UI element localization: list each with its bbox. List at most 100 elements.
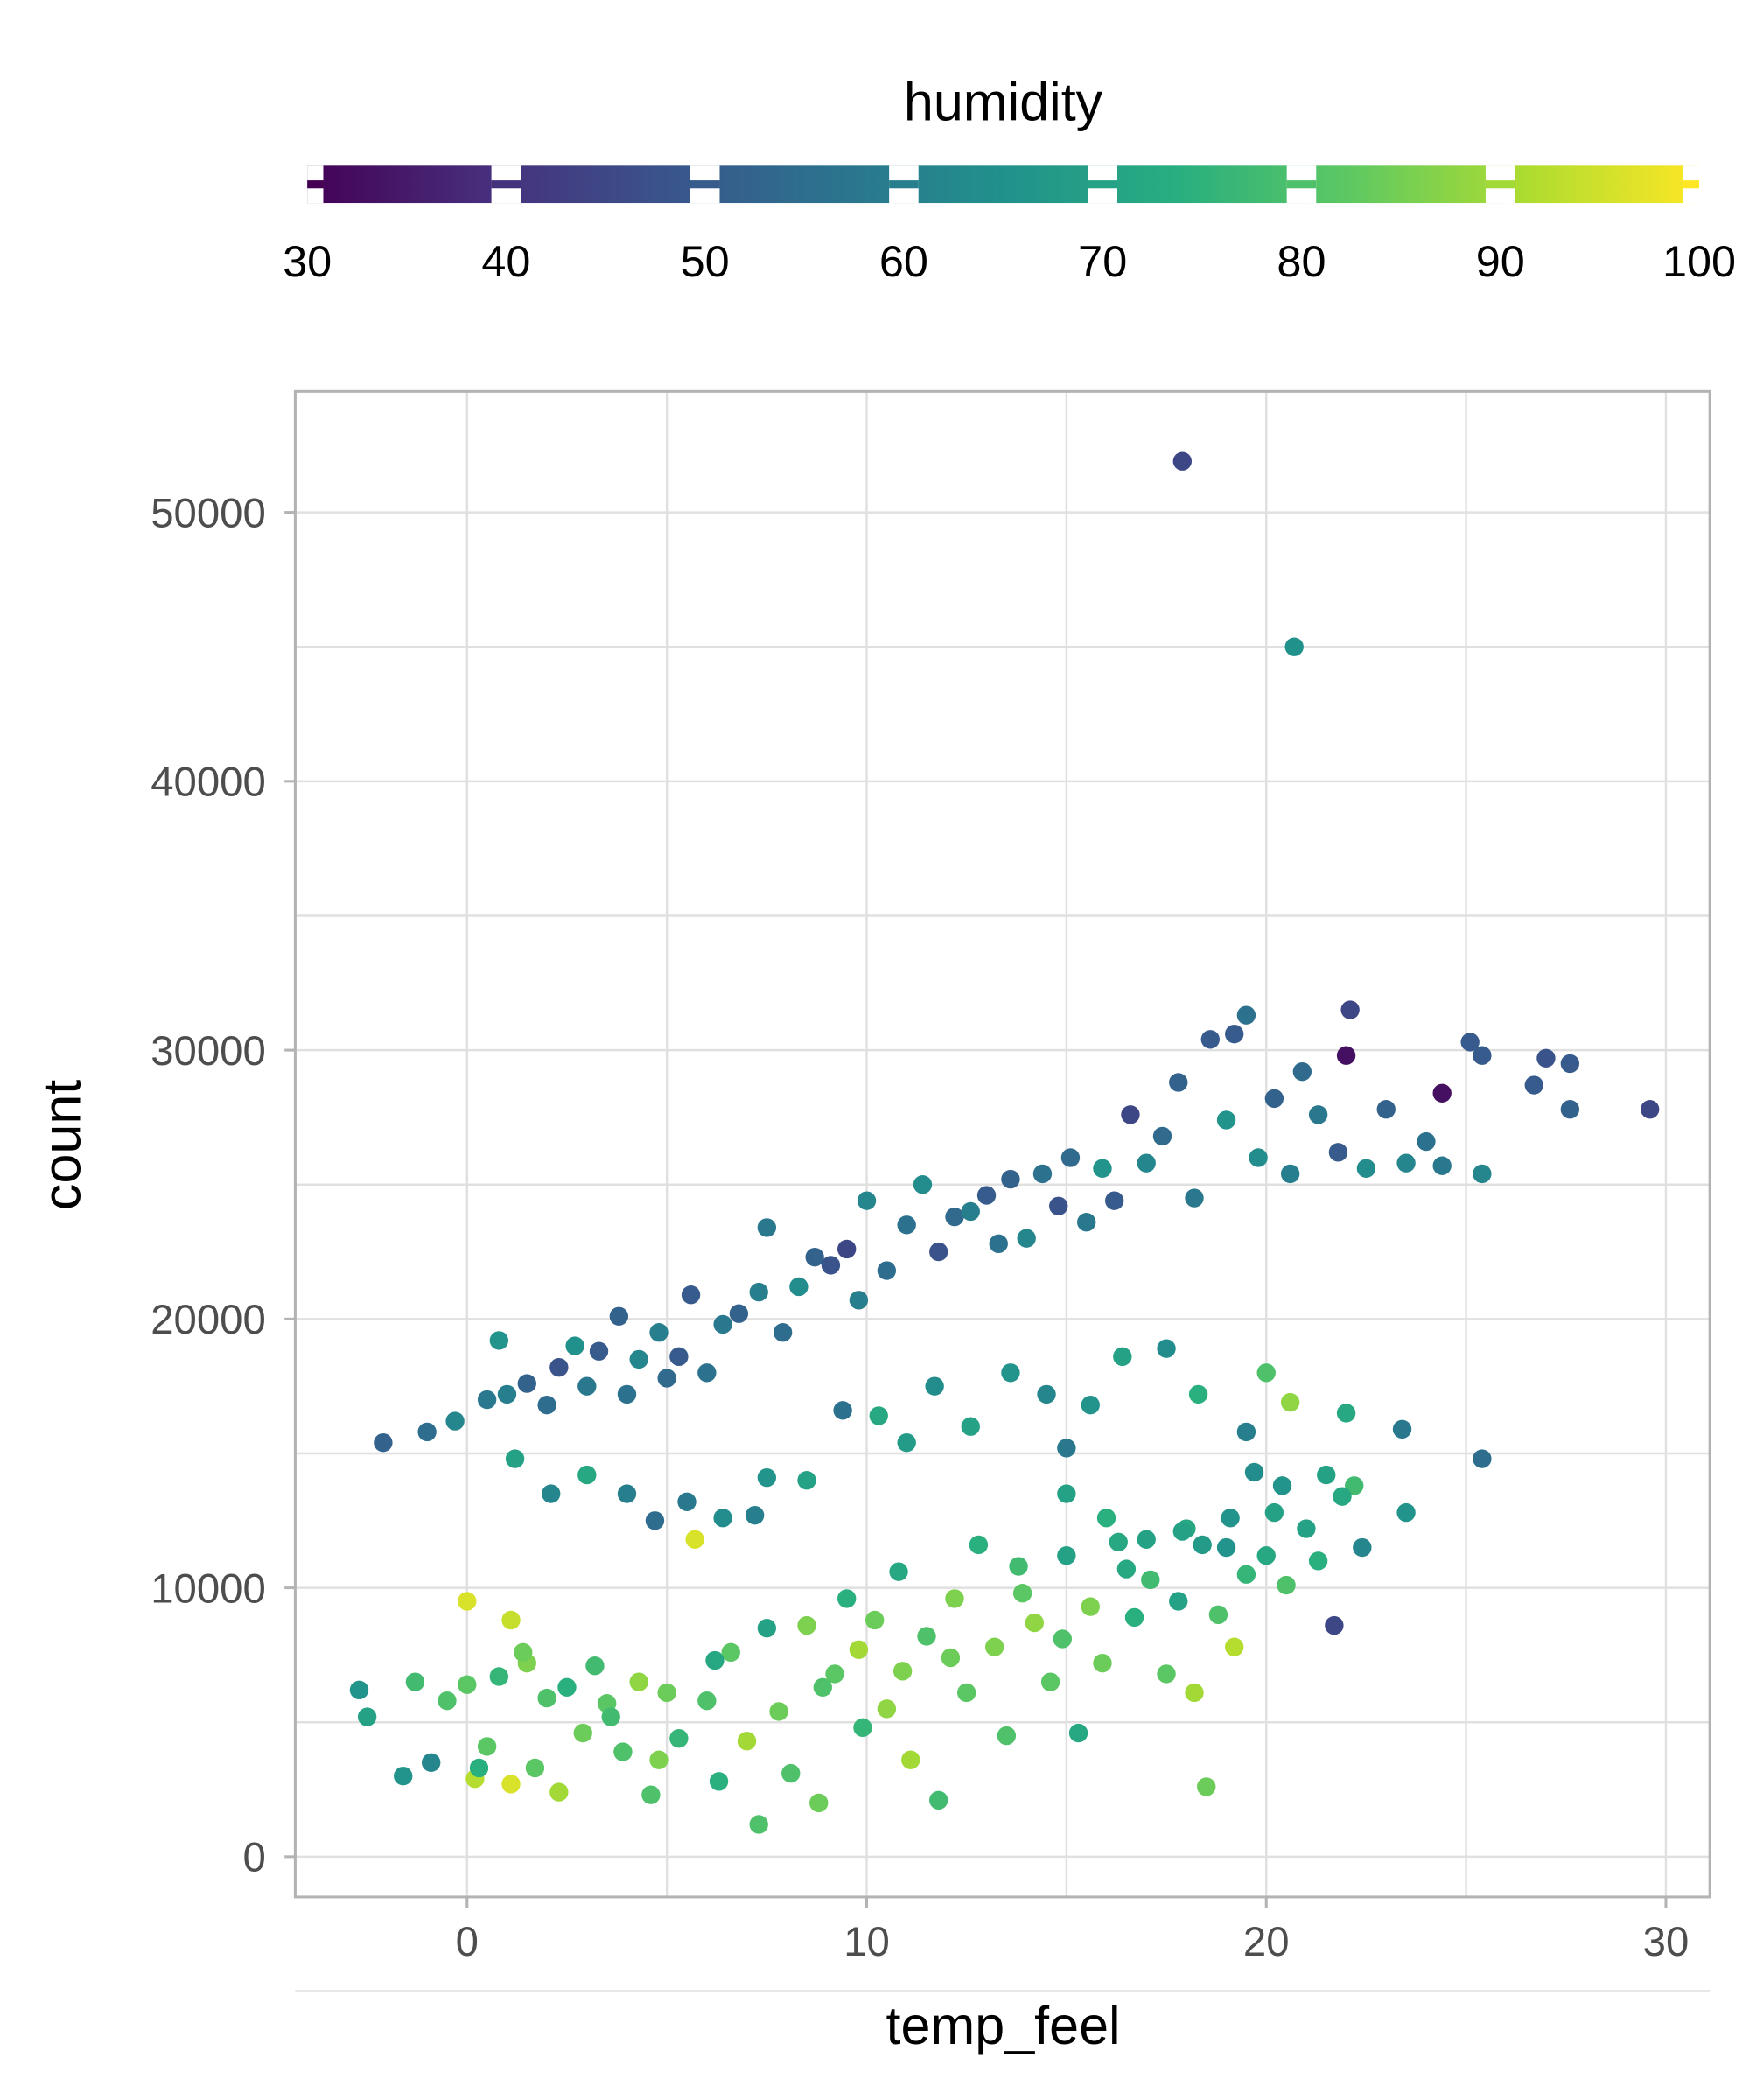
data-point (957, 1683, 976, 1703)
data-point (805, 1247, 824, 1267)
data-point (497, 1384, 517, 1404)
data-point (945, 1589, 964, 1608)
data-point (889, 1562, 908, 1581)
data-point (1353, 1537, 1372, 1558)
data-point (394, 1766, 413, 1786)
legend-tick-label: 70 (1078, 236, 1127, 286)
y-axis-title: count (32, 1080, 92, 1210)
data-point (1104, 1191, 1124, 1210)
data-point (877, 1699, 897, 1718)
data-point (1280, 1164, 1300, 1184)
data-point (1053, 1629, 1072, 1648)
data-point (1297, 1519, 1316, 1538)
data-point (1060, 1148, 1081, 1167)
data-point (1032, 1164, 1053, 1184)
y-tick-label: 30000 (150, 1028, 266, 1074)
data-point (1641, 1100, 1660, 1119)
colorbar-connector (491, 180, 522, 189)
data-point (969, 1535, 989, 1555)
data-point (1249, 1148, 1268, 1167)
data-point (941, 1648, 961, 1668)
data-point (1473, 1449, 1492, 1468)
data-point (1124, 1607, 1144, 1628)
data-point (1081, 1395, 1100, 1415)
data-point (1333, 1487, 1352, 1506)
data-point (613, 1742, 633, 1761)
data-point (649, 1750, 668, 1769)
data-point (945, 1207, 964, 1227)
y-tick-label: 0 (242, 1835, 265, 1881)
data-point (514, 1642, 533, 1662)
data-point (477, 1390, 497, 1410)
data-point (1185, 1188, 1204, 1208)
data-point (1560, 1054, 1580, 1074)
x-tick-label: 20 (1243, 1919, 1290, 1965)
colorbar-connector (307, 180, 324, 189)
data-point (997, 1726, 1017, 1746)
data-point (357, 1707, 377, 1726)
data-point (745, 1505, 765, 1525)
data-point (1169, 1073, 1188, 1092)
data-point (1208, 1605, 1228, 1625)
data-point (809, 1793, 829, 1813)
data-point (525, 1758, 545, 1778)
data-point (757, 1467, 777, 1488)
data-point (1057, 1484, 1076, 1503)
data-point (489, 1331, 509, 1350)
data-point (469, 1758, 489, 1778)
data-point (749, 1282, 768, 1302)
data-point (537, 1395, 556, 1415)
data-point (649, 1323, 668, 1342)
data-point (1152, 1126, 1172, 1146)
data-point (657, 1683, 676, 1703)
x-tick-label: 0 (456, 1919, 479, 1965)
data-point (1185, 1683, 1204, 1703)
data-point (833, 1401, 852, 1420)
data-point (1057, 1546, 1076, 1565)
data-point (501, 1610, 521, 1630)
data-point (589, 1341, 609, 1361)
data-point (601, 1707, 620, 1726)
data-point (669, 1728, 689, 1748)
colorbar-connector (1485, 180, 1516, 189)
data-point (1356, 1158, 1376, 1178)
data-point (1236, 1564, 1256, 1584)
data-point (1172, 1522, 1193, 1541)
data-point (417, 1422, 437, 1442)
data-point (629, 1349, 648, 1369)
data-point (709, 1772, 729, 1791)
data-point (1137, 1530, 1156, 1549)
data-point (697, 1363, 717, 1382)
data-point (749, 1815, 768, 1834)
data-point (537, 1688, 556, 1708)
data-point (1336, 1046, 1356, 1065)
data-point (849, 1640, 869, 1659)
data-point (1216, 1537, 1236, 1558)
x-tick-label: 10 (844, 1919, 890, 1965)
data-point (1432, 1156, 1452, 1175)
data-point (1264, 1088, 1284, 1109)
data-point (550, 1357, 569, 1377)
data-point (1432, 1083, 1452, 1102)
data-point (609, 1306, 629, 1326)
colorbar (307, 165, 1699, 204)
data-point (713, 1508, 732, 1528)
data-point (737, 1732, 757, 1751)
colorbar-connector (889, 180, 919, 189)
data-point (1392, 1419, 1412, 1439)
colorbar-connector (690, 180, 720, 189)
data-point (489, 1667, 509, 1686)
data-point (1236, 1422, 1256, 1442)
legend-tick-label: 90 (1476, 236, 1525, 286)
legend-tick-label: 100 (1662, 236, 1736, 286)
data-point (1308, 1551, 1328, 1571)
data-point (925, 1376, 944, 1396)
data-point (1157, 1664, 1176, 1684)
y-tick-label: 40000 (150, 760, 266, 806)
data-point (821, 1256, 841, 1275)
data-point (1376, 1100, 1396, 1119)
data-point (1417, 1131, 1436, 1152)
data-point (1244, 1462, 1264, 1482)
data-point (721, 1642, 740, 1662)
data-point (705, 1650, 724, 1670)
